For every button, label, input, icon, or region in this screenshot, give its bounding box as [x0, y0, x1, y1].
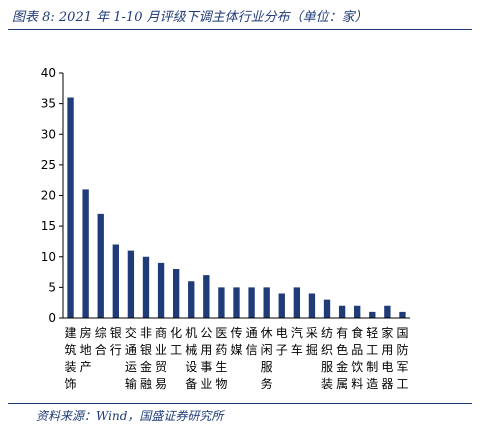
x-category-label: 汽车: [291, 325, 303, 357]
x-category-label: 房地产: [80, 325, 92, 374]
x-category-label: 食品饮料: [351, 325, 363, 391]
y-tick-label: 10: [41, 250, 56, 264]
bar: [338, 305, 346, 318]
bar: [354, 305, 361, 318]
bar: [112, 244, 119, 318]
x-category-label: 有色金属: [336, 326, 348, 391]
y-tick-label: 15: [41, 219, 56, 233]
source-rule: [8, 403, 472, 404]
title-rule: [8, 29, 472, 30]
bar: [172, 269, 180, 318]
y-axis-ticks: 0 5 10 15 20 25 30 35 40: [41, 66, 63, 325]
bar: [293, 287, 301, 319]
y-tick-label: 20: [41, 189, 56, 203]
x-category-label: 采掘: [306, 326, 318, 357]
x-category-label: 机械设备: [185, 326, 197, 391]
y-tick-label: 30: [41, 127, 56, 141]
x-category-label: 公用事业: [200, 326, 212, 391]
source-note: 资料来源：Wind，国盛证券研究所: [36, 409, 224, 423]
x-category-label: 非银金融: [140, 326, 152, 391]
y-tick-label: 40: [41, 66, 56, 80]
x-category-label: 轻工制造: [366, 326, 378, 391]
bar: [188, 281, 195, 318]
x-category-label: 医药生物: [215, 326, 227, 391]
x-category-label: 家用电器: [381, 325, 393, 391]
x-category-label: 国防军工: [396, 326, 408, 391]
bar: [278, 293, 285, 318]
bar: [233, 287, 240, 319]
x-category-label: 交通运输: [125, 325, 137, 391]
bar: [82, 189, 89, 319]
bar-series: [67, 97, 406, 319]
bar: [323, 299, 331, 319]
bar: [67, 97, 74, 318]
bar: [399, 311, 406, 319]
x-category-label: 银行: [110, 326, 122, 357]
x-category-label: 建筑装饰: [65, 326, 77, 391]
chart-title: 图表 8: 2021 年 1-10 月评级下调主体行业分布（单位：家）: [12, 10, 368, 25]
x-category-label: 化工: [170, 326, 182, 357]
bar: [127, 250, 135, 319]
x-category-label: 商业贸易: [155, 325, 167, 391]
x-category-label: 纺织服装: [321, 326, 333, 391]
bar: [384, 305, 391, 318]
x-category-label: 传媒: [230, 325, 242, 357]
x-axis-categories: 建筑装饰房地产综合银行交通运输非银金融商业贸易化工机械设备公用事业医药生物传媒通…: [65, 325, 409, 391]
bar: [97, 213, 104, 319]
bar: [308, 293, 316, 318]
y-tick-label: 5: [48, 280, 56, 294]
bar: [248, 287, 255, 319]
y-tick-label: 0: [48, 311, 56, 325]
y-tick-label: 25: [41, 158, 56, 172]
bar: [203, 275, 210, 319]
bar: [369, 311, 376, 319]
x-category-label: 电子: [276, 326, 288, 357]
x-category-label: 休闲服务: [261, 326, 273, 391]
y-tick-label: 35: [41, 97, 56, 111]
x-category-label: 通信: [246, 326, 258, 357]
bar: [263, 287, 270, 319]
bar: [218, 287, 225, 319]
x-category-label: 综合: [95, 326, 107, 357]
bar: [157, 262, 165, 319]
bar: [142, 256, 150, 318]
